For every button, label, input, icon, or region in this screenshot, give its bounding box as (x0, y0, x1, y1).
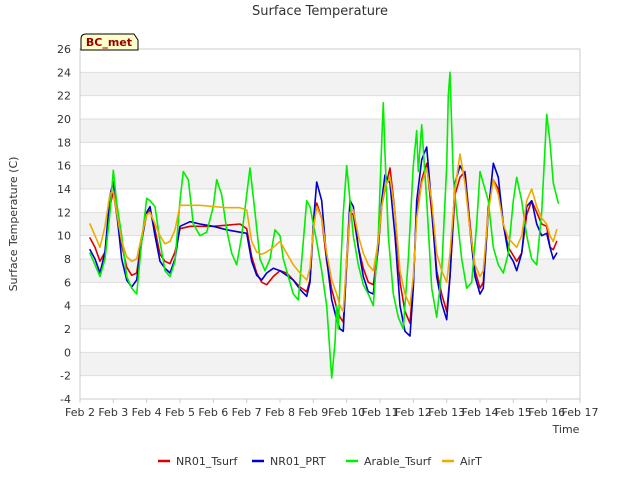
y-tick-label: 24 (57, 66, 71, 79)
chart-title: Surface Temperature (252, 4, 388, 19)
x-tick-label: Feb 16 (528, 406, 565, 419)
x-tick-label: Feb 2 (65, 406, 95, 419)
y-tick-label: 22 (57, 90, 71, 103)
y-tick-label: 10 (57, 230, 71, 243)
y-tick-label: -4 (60, 393, 71, 406)
legend-label: Arable_Tsurf (364, 455, 432, 468)
y-tick-label: 2 (64, 323, 71, 336)
x-tick-label: Feb 5 (165, 406, 195, 419)
series-line-airt (89, 153, 558, 313)
x-tick-label: Feb 9 (298, 406, 328, 419)
y-tick-label: 8 (64, 253, 71, 266)
y-tick-label: 4 (64, 300, 71, 313)
x-tick-label: Feb 15 (495, 406, 532, 419)
legend: NR01_Tsurf NR01_PRT Arable_Tsurf AirT (158, 455, 482, 468)
y-axis-title: Surface Temperature (C) (7, 157, 20, 292)
grid-band (80, 165, 580, 189)
x-tick-label: Feb 12 (395, 406, 432, 419)
legend-label: AirT (460, 455, 482, 468)
x-tick-label: Feb 7 (232, 406, 262, 419)
y-tick-label: 20 (57, 113, 71, 126)
grid-band (80, 212, 580, 236)
x-tick-label: Feb 17 (562, 406, 599, 419)
series-lines (89, 71, 560, 379)
legend-label: NR01_PRT (270, 455, 326, 468)
plot-area-border (79, 48, 581, 400)
y-tick-label: 6 (64, 276, 71, 289)
x-tick-label: Feb 3 (98, 406, 128, 419)
grid-bands (80, 72, 580, 376)
x-tick-labels: Feb 2 Feb 3 Feb 4 Feb 5 Feb 6 Feb 7 Feb 8 Feb 9… (65, 399, 598, 419)
legend-label: NR01_Tsurf (176, 455, 238, 468)
y-tick-label: 0 (64, 346, 71, 359)
x-tick-label: Feb 11 (362, 406, 399, 419)
station-badge: BC_met (80, 33, 139, 51)
x-tick-label: Feb 14 (462, 406, 499, 419)
grid-band (80, 305, 580, 329)
x-tick-label: Feb 13 (428, 406, 465, 419)
y-tick-label: 26 (57, 43, 71, 56)
y-tick-label: 14 (57, 183, 71, 196)
grid-band (80, 119, 580, 143)
x-tick-label: Feb 8 (265, 406, 295, 419)
station-badge-shape (80, 33, 139, 51)
x-axis-title: Time (552, 423, 580, 436)
y-tick-label: 16 (57, 160, 71, 173)
x-tick-label: Feb 10 (328, 406, 365, 419)
x-tick-label: Feb 6 (198, 406, 228, 419)
series-line-arable-tsurf (89, 71, 560, 379)
station-badge-label: BC_met (86, 36, 132, 49)
y-tick-label: -2 (60, 370, 71, 383)
y-tick-label: 18 (57, 136, 71, 149)
y-tick-label: 12 (57, 206, 71, 219)
x-tick-label: Feb 4 (132, 406, 162, 419)
grid-band (80, 72, 580, 96)
